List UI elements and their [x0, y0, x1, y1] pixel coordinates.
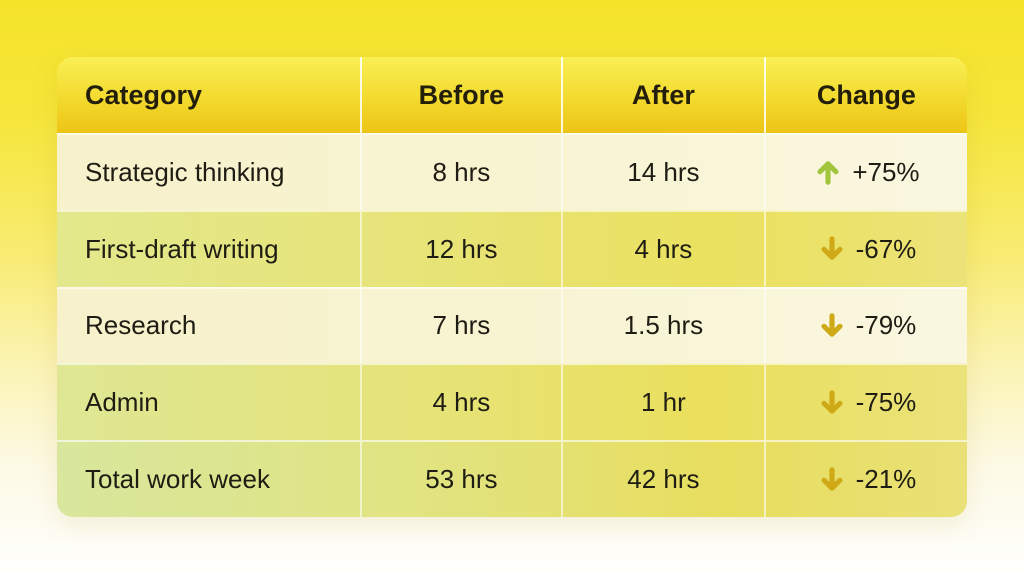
row-before-value: 4 hrs: [362, 365, 563, 441]
change-value: -67%: [855, 233, 917, 264]
row-before-value: 53 hrs: [362, 442, 563, 517]
table-row: First-draft writing 12 hrs 4 hrs -67%: [57, 209, 967, 287]
row-category: Admin: [57, 365, 362, 441]
row-change: +75%: [766, 135, 967, 210]
change-value: -21%: [855, 464, 917, 495]
down-arrow-icon: [817, 465, 847, 495]
row-change: -67%: [766, 212, 967, 287]
row-after-value: 1.5 hrs: [563, 288, 766, 364]
row-after-value: 1 hr: [563, 365, 766, 441]
row-before-value: 12 hrs: [362, 211, 563, 287]
row-category: First-draft writing: [57, 211, 362, 287]
down-arrow-icon: [817, 234, 847, 264]
table-header-row: Category Before After Change: [57, 57, 967, 133]
row-before-value: 8 hrs: [362, 135, 563, 210]
row-after-value: 4 hrs: [563, 211, 766, 287]
row-before-value: 7 hrs: [362, 288, 563, 364]
header-category: Category: [57, 57, 362, 133]
row-category: Research: [57, 288, 362, 364]
change-value: -79%: [855, 310, 917, 341]
row-change: -21%: [766, 442, 967, 517]
header-change: Change: [816, 79, 916, 110]
row-category: Total work week: [57, 442, 362, 517]
table-row: Research 7 hrs 1.5 hrs -79%: [57, 286, 967, 364]
row-category: Strategic thinking: [57, 135, 362, 210]
comparison-table: Category Before After Change Strategic t…: [57, 57, 967, 517]
row-change: -79%: [766, 289, 967, 364]
down-arrow-icon: [817, 388, 847, 418]
row-after-value: 42 hrs: [563, 442, 766, 517]
table-row: Strategic thinking 8 hrs 14 hrs +75%: [57, 133, 967, 210]
change-value: -75%: [855, 387, 917, 418]
up-arrow-icon: [813, 157, 843, 187]
row-change: -75%: [766, 365, 967, 440]
down-arrow-icon: [817, 311, 847, 341]
header-before: Before: [362, 57, 563, 133]
change-value: +75%: [852, 156, 920, 187]
table-row-total: Total work week 53 hrs 42 hrs -21%: [57, 440, 967, 517]
header-after: After: [563, 57, 766, 133]
table-row: Admin 4 hrs 1 hr -75%: [57, 363, 967, 441]
row-after-value: 14 hrs: [563, 135, 766, 210]
